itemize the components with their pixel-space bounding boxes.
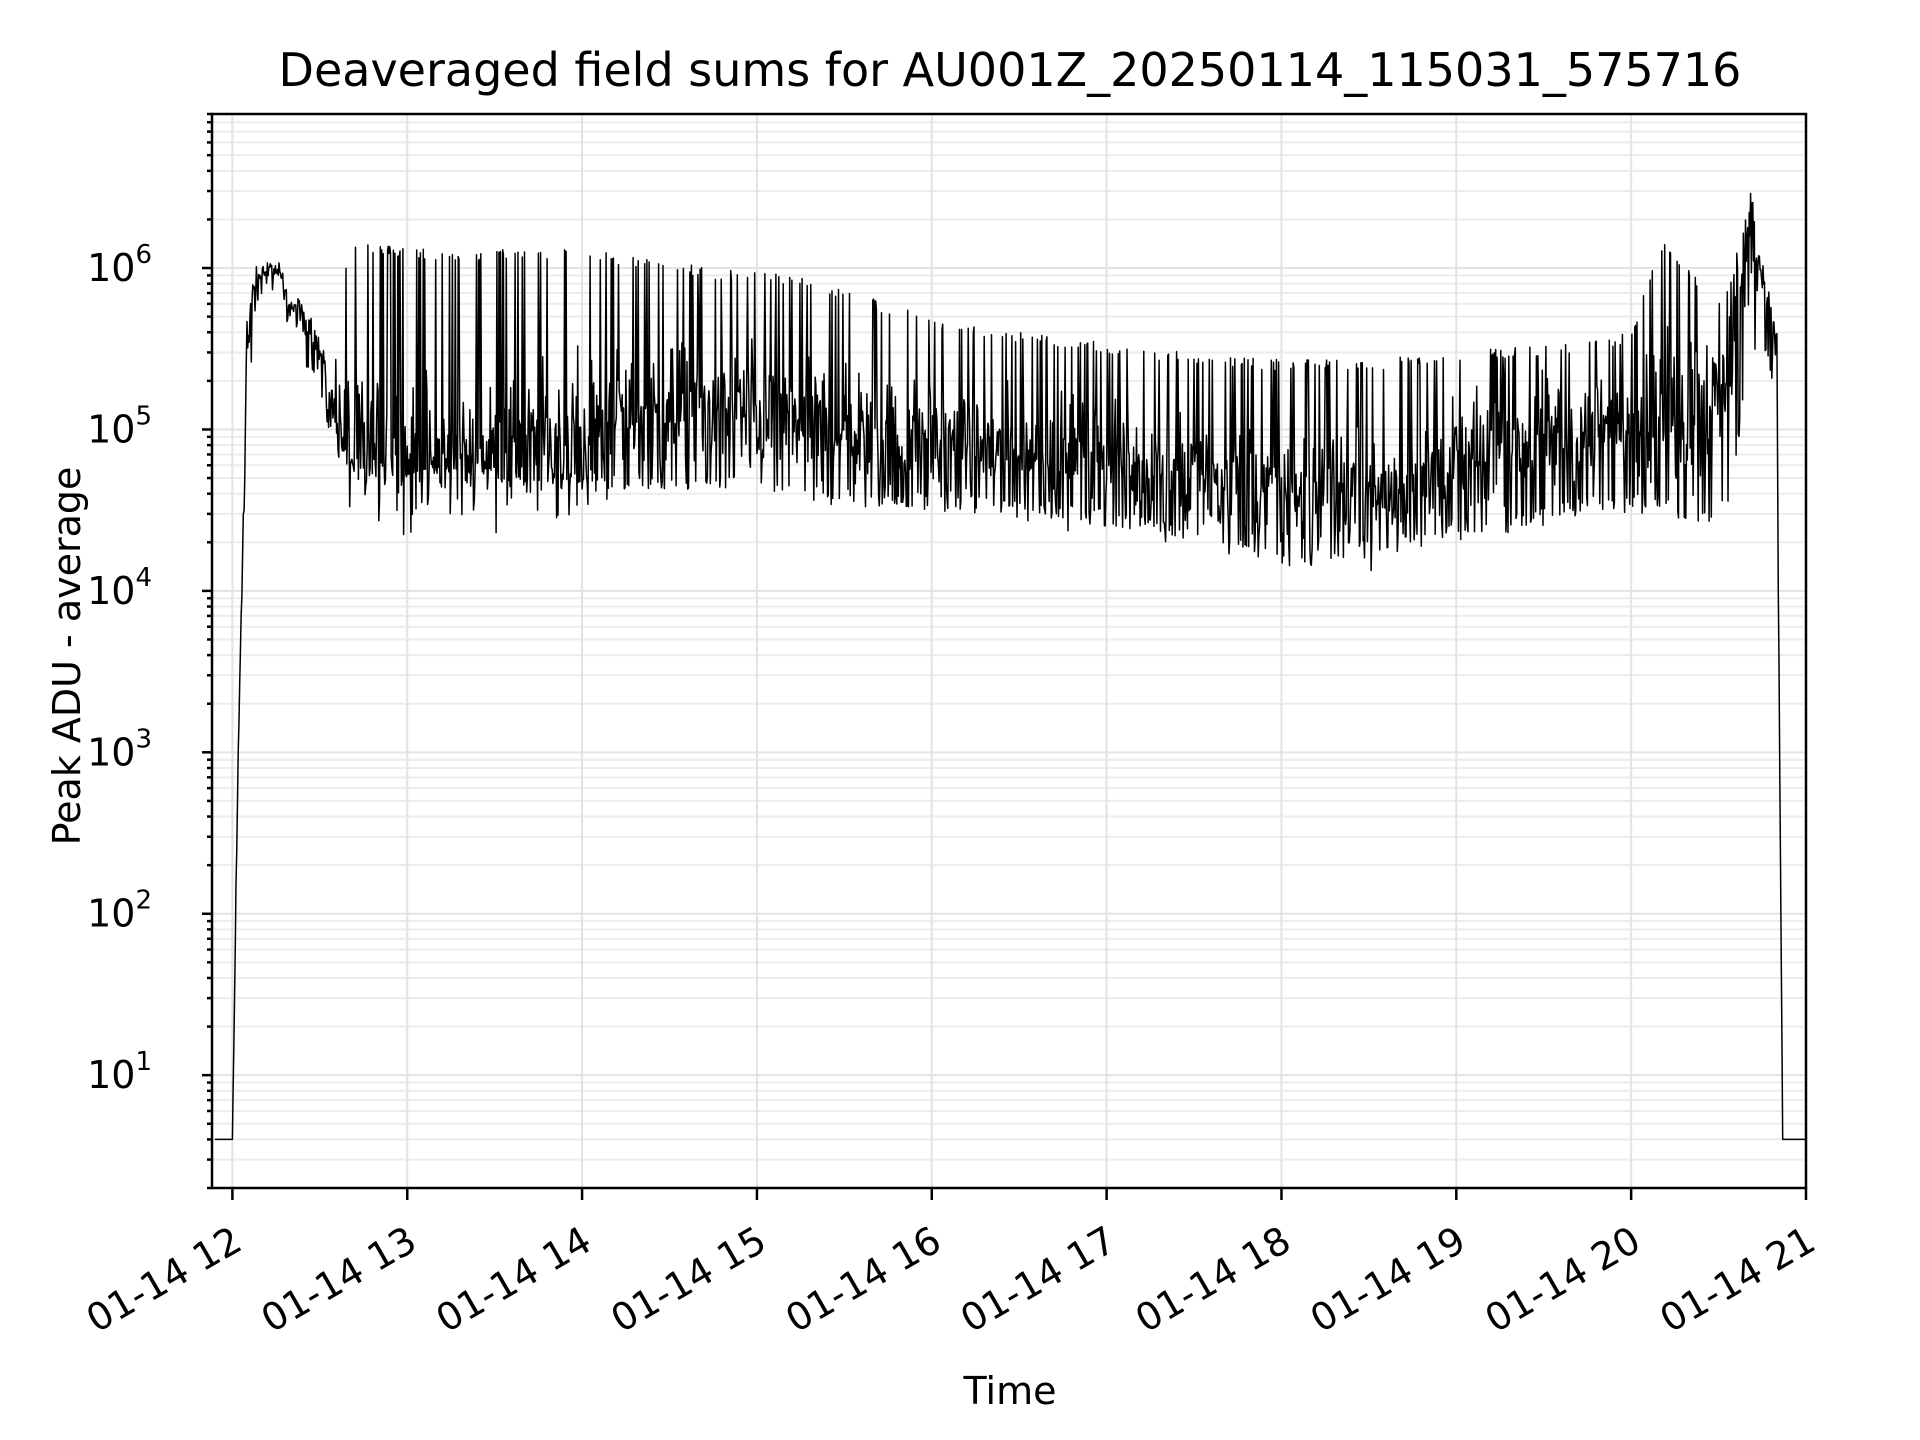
x-tick-label: 01-14 13 <box>254 1218 424 1342</box>
grid-layer <box>212 113 1807 1189</box>
y-axis-label: Peak ADU - average <box>45 467 89 846</box>
x-tick-label: 01-14 19 <box>1303 1218 1473 1342</box>
x-axis-label: Time <box>963 1369 1057 1413</box>
y-tick-label: 106 <box>87 240 152 290</box>
x-tick-label: 01-14 15 <box>603 1218 773 1342</box>
y-tick-label: 102 <box>87 886 152 936</box>
x-tick-label: 01-14 17 <box>953 1218 1123 1342</box>
y-tick-label: 103 <box>87 724 152 774</box>
x-tick-label: 01-14 14 <box>429 1218 599 1342</box>
chart-title: Deaveraged field sums for AU001Z_2025011… <box>279 43 1742 97</box>
x-tick-label: 01-14 20 <box>1478 1218 1648 1342</box>
x-tick-label: 01-14 16 <box>778 1218 948 1342</box>
series-layer <box>214 192 1807 1141</box>
x-tick-label: 01-14 21 <box>1653 1218 1823 1342</box>
series-line <box>214 192 1807 1141</box>
plot-frame <box>210 112 1808 1190</box>
y-tick-label: 101 <box>87 1047 152 1097</box>
y-tick-label: 104 <box>87 563 152 613</box>
x-tick-label: 01-14 12 <box>79 1218 249 1342</box>
y-tick-label: 105 <box>87 401 152 451</box>
x-tick-label: 01-14 18 <box>1128 1218 1298 1342</box>
